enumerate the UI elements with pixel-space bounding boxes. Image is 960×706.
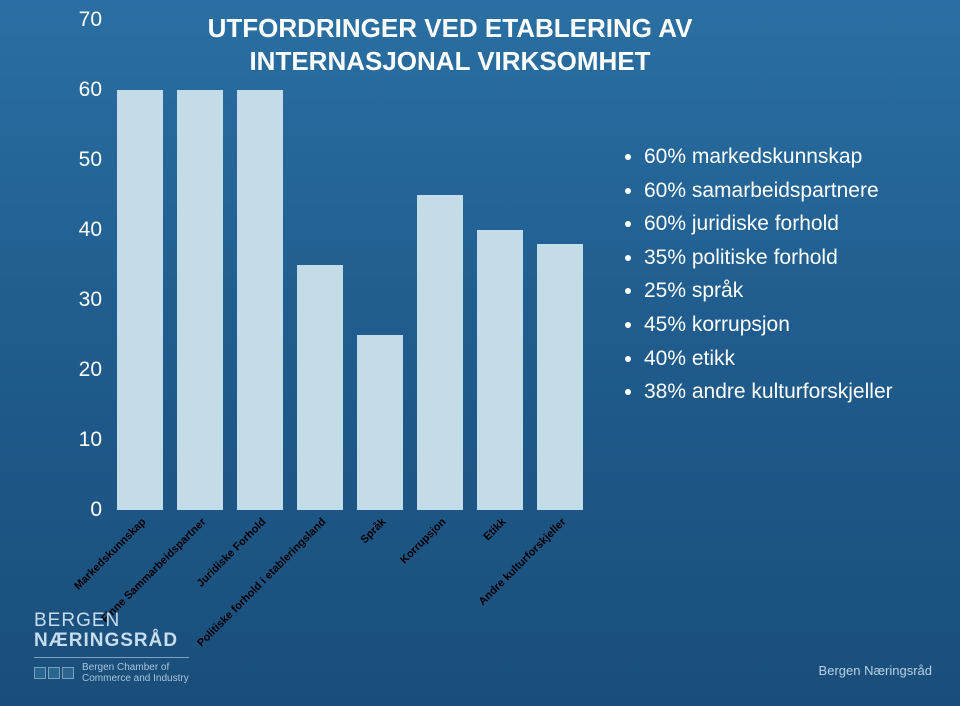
bullet-list: 60% markedskunnskap60% samarbeidspartner…	[620, 140, 940, 409]
y-tick-label: 60	[79, 78, 102, 102]
bar	[117, 90, 163, 510]
bars-group	[110, 20, 590, 510]
logo-line-2: NÆRINGSRÅD	[34, 630, 178, 651]
logo-sub-text: Bergen Chamber of Commerce and Industry	[82, 662, 189, 684]
bar	[417, 195, 463, 510]
y-tick-label: 70	[79, 8, 102, 32]
list-item: 35% politiske forhold	[644, 241, 940, 275]
brand-logo: BERGEN NÆRINGSRÅD Bergen Chamber of Comm…	[34, 611, 189, 684]
logo-boxes-icon	[34, 667, 74, 679]
x-tick-label: Korrupsjon	[417, 512, 463, 632]
logo-line-1: BERGEN	[34, 610, 120, 631]
list-item: 25% språk	[644, 274, 940, 308]
y-tick-label: 0	[90, 498, 102, 522]
bar	[537, 244, 583, 510]
y-tick-label: 40	[79, 218, 102, 242]
logo-subline: Bergen Chamber of Commerce and Industry	[34, 657, 189, 684]
bar	[357, 335, 403, 510]
logo-text: BERGEN NÆRINGSRÅD	[34, 611, 189, 651]
y-tick-label: 30	[79, 288, 102, 312]
bullet-ul: 60% markedskunnskap60% samarbeidspartner…	[620, 140, 940, 409]
x-tick-label: Andre kulturforskjeller	[537, 512, 583, 632]
bar-chart: 010203040506070 MarkedskunnskapFinne Sam…	[60, 20, 590, 520]
y-tick-label: 10	[79, 428, 102, 452]
y-tick-label: 50	[79, 148, 102, 172]
list-item: 60% samarbeidspartnere	[644, 174, 940, 208]
list-item: 38% andre kulturforskjeller	[644, 375, 940, 409]
list-item: 45% korrupsjon	[644, 308, 940, 342]
bar	[177, 90, 223, 510]
y-axis: 010203040506070	[60, 20, 110, 510]
bar	[297, 265, 343, 510]
bar	[237, 90, 283, 510]
list-item: 60% markedskunnskap	[644, 140, 940, 174]
x-tick-label: Politiske forhold i etableringsland	[297, 512, 343, 632]
list-item: 40% etikk	[644, 342, 940, 376]
bar	[477, 230, 523, 510]
list-item: 60% juridiske forhold	[644, 207, 940, 241]
y-tick-label: 20	[79, 358, 102, 382]
plot-area	[110, 20, 590, 510]
footer-source: Bergen Næringsråd	[819, 663, 932, 678]
x-tick-label: Språk	[357, 512, 403, 632]
